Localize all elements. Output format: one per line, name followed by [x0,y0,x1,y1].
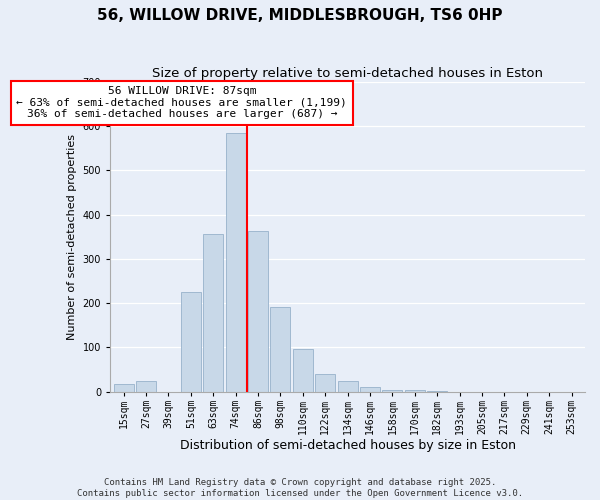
Y-axis label: Number of semi-detached properties: Number of semi-detached properties [67,134,77,340]
Bar [382,390,403,392]
Bar [113,384,134,392]
Bar [226,132,245,392]
Text: 56, WILLOW DRIVE, MIDDLESBROUGH, TS6 0HP: 56, WILLOW DRIVE, MIDDLESBROUGH, TS6 0HP [97,8,503,22]
Bar [181,292,201,392]
Bar [248,232,268,392]
Bar [405,390,425,392]
Bar [293,349,313,392]
Bar [315,374,335,392]
Bar [427,391,447,392]
Bar [338,380,358,392]
Bar [136,380,156,392]
Text: Contains HM Land Registry data © Crown copyright and database right 2025.
Contai: Contains HM Land Registry data © Crown c… [77,478,523,498]
X-axis label: Distribution of semi-detached houses by size in Eston: Distribution of semi-detached houses by … [179,440,515,452]
Bar [271,306,290,392]
Text: 56 WILLOW DRIVE: 87sqm
← 63% of semi-detached houses are smaller (1,199)
36% of : 56 WILLOW DRIVE: 87sqm ← 63% of semi-det… [16,86,347,120]
Title: Size of property relative to semi-detached houses in Eston: Size of property relative to semi-detach… [152,68,543,80]
Bar [360,388,380,392]
Bar [203,234,223,392]
